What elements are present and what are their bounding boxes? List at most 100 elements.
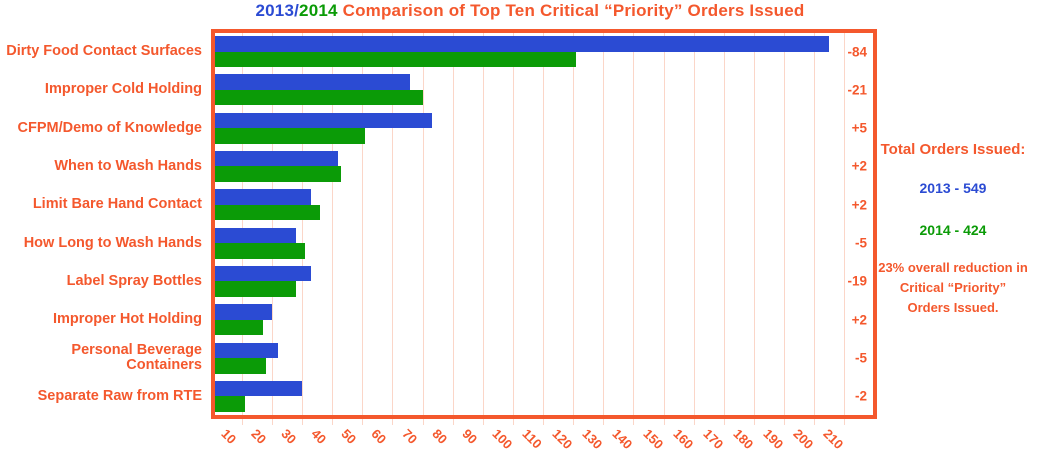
gridline bbox=[603, 33, 605, 415]
x-tick-label: 150 bbox=[639, 426, 666, 452]
delta-label: +2 bbox=[851, 158, 867, 174]
bar-2013 bbox=[215, 265, 312, 282]
tick-mark bbox=[784, 419, 786, 425]
bar-2013 bbox=[215, 74, 411, 90]
tick-mark bbox=[271, 419, 273, 425]
tick-mark bbox=[753, 419, 755, 425]
bar-2014 bbox=[215, 204, 321, 221]
bar-2014 bbox=[215, 319, 263, 336]
category-label: Personal Beverage Containers bbox=[71, 342, 202, 374]
title-year-2013: 2013 bbox=[255, 1, 295, 20]
x-tick-label: 160 bbox=[670, 426, 697, 452]
tick-mark bbox=[512, 419, 514, 425]
tick-mark bbox=[362, 419, 364, 425]
gridline bbox=[663, 33, 665, 415]
gridline bbox=[482, 33, 484, 415]
x-tick-label: 90 bbox=[459, 426, 480, 447]
gridline bbox=[573, 33, 575, 415]
x-tick-label: 70 bbox=[398, 426, 420, 447]
total-2013-value: 2013 - 549 bbox=[919, 180, 987, 196]
tick-mark bbox=[844, 419, 846, 425]
tick-mark bbox=[633, 419, 635, 425]
bar-row: -84 bbox=[215, 36, 873, 67]
category-label: When to Wash Hands bbox=[54, 157, 202, 174]
tick-mark bbox=[663, 419, 665, 425]
bar-2014 bbox=[215, 396, 245, 412]
bar-row: +2 bbox=[215, 189, 873, 221]
plot-area: -84 -21 +5 +2 +2 -5 -19 +2 -5 -2 bbox=[211, 29, 877, 419]
gridline bbox=[784, 33, 786, 415]
x-tick-label: 140 bbox=[609, 426, 636, 452]
reduction-note: 23% overall reduction in Critical “Prior… bbox=[868, 258, 1038, 318]
bar-row: -21 bbox=[215, 74, 873, 106]
gridline bbox=[332, 33, 334, 415]
tick-mark bbox=[603, 419, 605, 425]
x-tick-label: 10 bbox=[218, 426, 239, 447]
bar-row: +2 bbox=[215, 304, 873, 336]
tick-mark bbox=[814, 419, 816, 425]
tick-mark bbox=[693, 419, 695, 425]
category-label: Improper Hot Holding bbox=[52, 311, 202, 328]
bar-2014 bbox=[215, 89, 423, 106]
gridline bbox=[753, 33, 755, 415]
delta-label: -5 bbox=[854, 350, 867, 366]
title-slash: / bbox=[294, 1, 300, 20]
category-label: Limit Bare Hand Contact bbox=[32, 196, 202, 213]
tick-mark bbox=[452, 419, 454, 425]
gridline bbox=[814, 33, 816, 415]
bar-2013 bbox=[215, 189, 312, 205]
delta-label: +2 bbox=[851, 312, 867, 328]
tick-mark bbox=[241, 419, 243, 425]
tick-mark bbox=[482, 419, 484, 425]
x-tick-label: 130 bbox=[579, 426, 606, 452]
bar-row: -5 bbox=[215, 227, 873, 259]
x-tick-label: 200 bbox=[790, 426, 817, 452]
title-text: Comparison of Top Ten Critical “Priority… bbox=[337, 1, 805, 20]
total-2014-value: 2014 - 424 bbox=[919, 222, 987, 238]
x-tick-label: 100 bbox=[489, 426, 516, 452]
tick-mark bbox=[301, 419, 303, 425]
x-tick-label: 40 bbox=[308, 426, 330, 447]
category-label: Improper Cold Holding bbox=[44, 81, 202, 98]
bar-2014 bbox=[215, 128, 366, 144]
category-label: CFPM/Demo of Knowledge bbox=[17, 119, 202, 136]
bar-2013 bbox=[215, 380, 302, 397]
gridline bbox=[271, 33, 273, 415]
bar-row: -19 bbox=[215, 265, 873, 297]
note-line-1: 23% overall reduction in bbox=[878, 260, 1028, 275]
bar-2013 bbox=[215, 227, 296, 244]
category-label: Separate Raw from RTE bbox=[37, 387, 202, 404]
bar-2014 bbox=[215, 243, 305, 259]
x-tick-label: 50 bbox=[338, 426, 360, 447]
total-orders-heading: Total Orders Issued: bbox=[880, 141, 1026, 158]
delta-label: -19 bbox=[847, 273, 867, 289]
bar-2013 bbox=[215, 112, 432, 129]
tick-mark bbox=[332, 419, 334, 425]
x-tick-label: 20 bbox=[248, 426, 270, 447]
gridline bbox=[844, 33, 846, 415]
gridline bbox=[362, 33, 364, 415]
x-tick-label: 120 bbox=[549, 426, 576, 452]
x-tick-label: 190 bbox=[760, 426, 787, 452]
category-label: How Long to Wash Hands bbox=[23, 234, 202, 251]
delta-label: -5 bbox=[854, 235, 867, 251]
bar-2014 bbox=[215, 358, 266, 374]
gridline bbox=[422, 33, 424, 415]
bar-row: +5 bbox=[215, 112, 873, 144]
gridline bbox=[543, 33, 545, 415]
tick-mark bbox=[723, 419, 725, 425]
x-tick-label: 210 bbox=[820, 426, 847, 452]
tick-mark bbox=[573, 419, 575, 425]
bar-2013 bbox=[215, 304, 272, 320]
x-tick-label: 180 bbox=[730, 426, 757, 452]
gridline bbox=[452, 33, 454, 415]
bar-row: -5 bbox=[215, 342, 873, 374]
x-tick-label: 110 bbox=[519, 426, 545, 452]
bar-2014 bbox=[215, 281, 296, 297]
x-tick-label: 170 bbox=[700, 426, 727, 452]
delta-label: -84 bbox=[847, 44, 867, 59]
gridline bbox=[512, 33, 514, 415]
delta-label: -2 bbox=[854, 388, 867, 404]
category-label: Label Spray Bottles bbox=[66, 272, 202, 289]
